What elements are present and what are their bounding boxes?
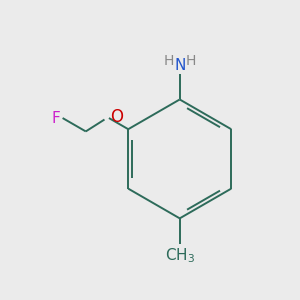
Text: H: H [163,54,174,68]
Text: CH$_3$: CH$_3$ [165,247,195,265]
Text: H: H [186,54,196,68]
Text: O: O [110,108,123,126]
Text: F: F [52,110,60,125]
Text: N: N [174,58,185,73]
